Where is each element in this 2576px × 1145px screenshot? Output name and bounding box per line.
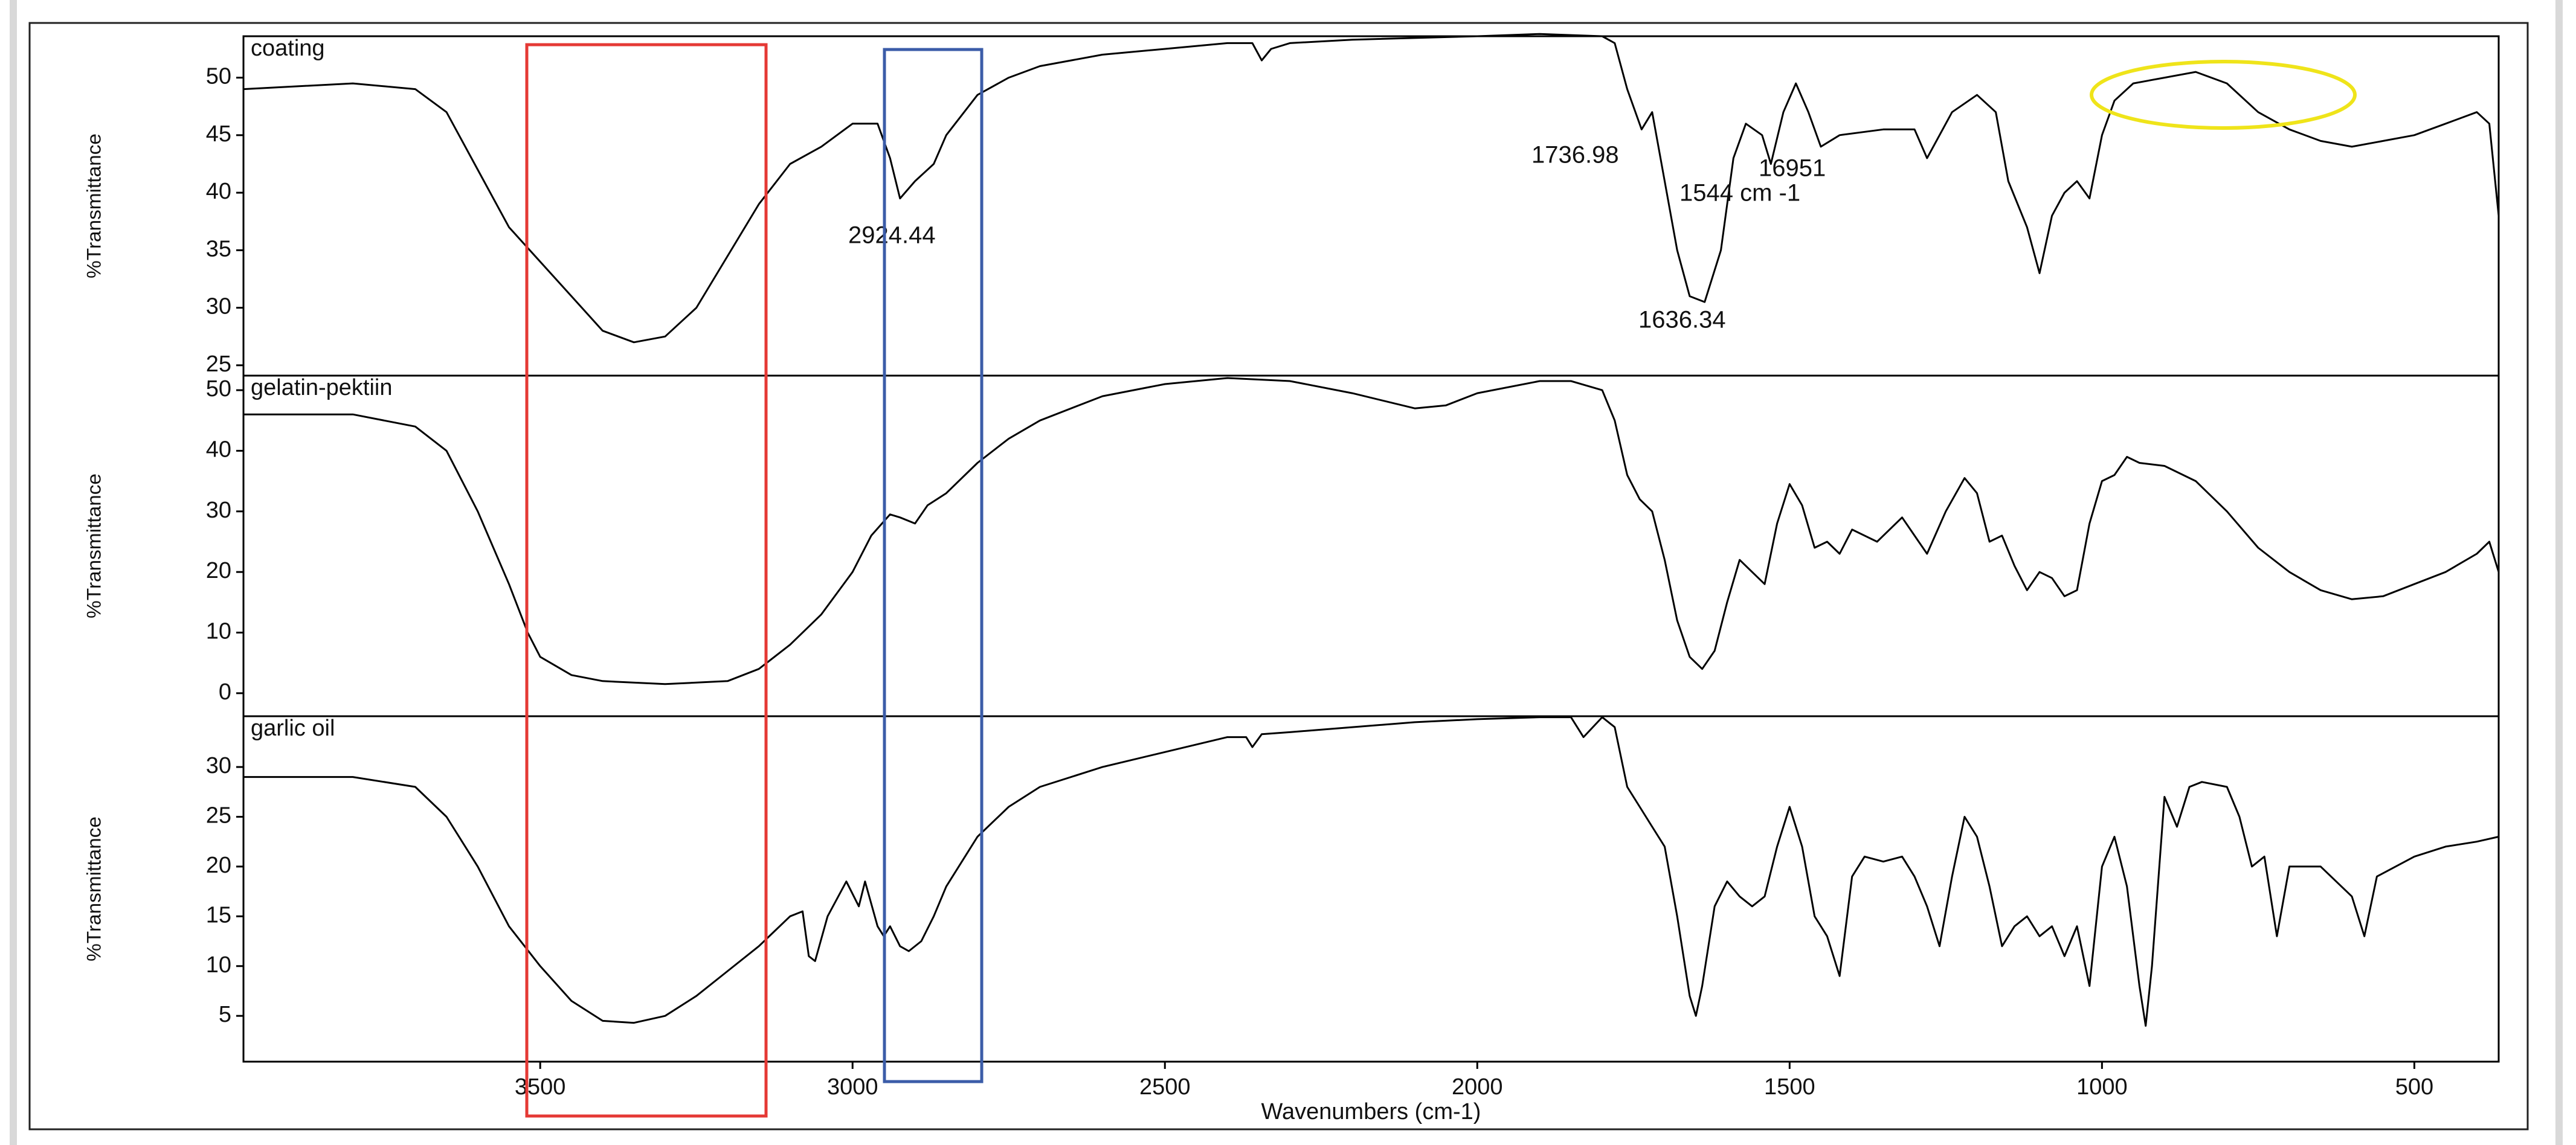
plots: 25 30 35 40 45 50 %Transmittance coating 0 10 20 30… xyxy=(83,33,2500,1124)
y-tick-label: 30 xyxy=(206,753,231,778)
spectrum-line xyxy=(243,716,2499,1027)
y-tick-label: 30 xyxy=(206,498,231,523)
y-tick-label: 15 xyxy=(206,902,231,928)
spectrum-line xyxy=(243,377,2500,685)
y-tick-label: 10 xyxy=(206,619,231,644)
highlight-box xyxy=(883,48,984,1083)
y-tick-label: 50 xyxy=(206,376,231,402)
peak-label: 2924.44 xyxy=(848,222,936,249)
plot-frame xyxy=(242,715,2500,1063)
y-tick-label: 45 xyxy=(206,121,231,147)
plot-frame xyxy=(242,35,2500,377)
highlight-box xyxy=(525,43,768,1118)
y-tick-label: 50 xyxy=(206,64,231,89)
y-tick-label: 10 xyxy=(206,952,231,978)
panel-title: garlic oil xyxy=(251,716,335,741)
y-tick-label: 20 xyxy=(206,853,231,878)
peak-label: 16951 xyxy=(1759,155,1826,182)
highlight-ellipse xyxy=(2090,60,2357,130)
x-tick-label: 3000 xyxy=(827,1074,878,1100)
x-tick-label: 1000 xyxy=(2076,1074,2128,1100)
panel-title: gelatin-pektiin xyxy=(251,375,392,400)
x-tick-label: 500 xyxy=(2395,1074,2433,1100)
spectrum-line xyxy=(243,33,2500,344)
y-tick-label: 5 xyxy=(219,1002,231,1027)
y-tick-label: 20 xyxy=(206,558,231,583)
x-tick-label: 2000 xyxy=(1452,1074,1503,1100)
y-tick-label: 40 xyxy=(206,179,231,204)
y-tick-label: 0 xyxy=(219,679,231,705)
peak-label: 1636.34 xyxy=(1638,307,1726,333)
y-tick-label: 25 xyxy=(206,351,231,377)
peak-label: 1544 cm -1 xyxy=(1679,180,1800,207)
y-tick-label: 40 xyxy=(206,437,231,462)
panel-title: coating xyxy=(251,36,325,61)
y-tick-label: 35 xyxy=(206,236,231,261)
x-tick-label: 3500 xyxy=(515,1074,566,1100)
y-tick-label: 25 xyxy=(206,803,231,829)
y-axis-label: %Transmittance xyxy=(83,816,105,961)
y-axis-label: %Transmittance xyxy=(83,133,105,278)
x-tick-label: 1500 xyxy=(1764,1074,1815,1100)
y-tick-label: 30 xyxy=(206,294,231,319)
plot-frame xyxy=(242,374,2500,717)
peak-label: 1736.98 xyxy=(1531,142,1619,168)
x-tick-label: 2500 xyxy=(1139,1074,1191,1100)
x-axis-label: Wavenumbers (cm-1) xyxy=(1261,1099,1481,1124)
outer-frame xyxy=(28,22,2529,1131)
y-axis-label: %Transmittance xyxy=(83,473,105,618)
